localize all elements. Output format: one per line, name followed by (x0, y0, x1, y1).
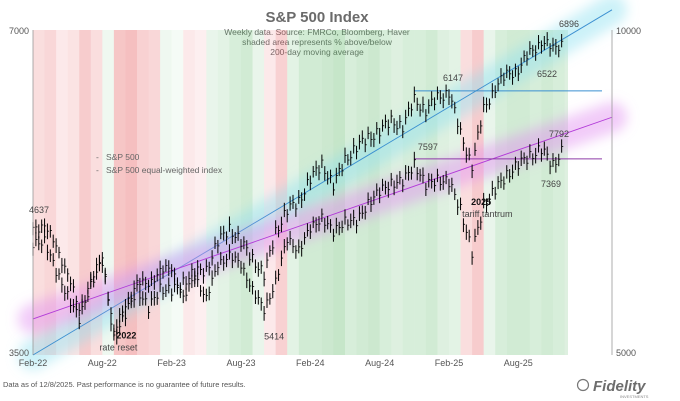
shade-band-37 (460, 30, 473, 355)
shade-band-6 (102, 30, 114, 355)
legend: - S&P 500 - S&P 500 equal-weighted index (96, 152, 223, 175)
chart-title: S&P 500 Index (265, 9, 369, 26)
annotation-6896: 6896 (559, 19, 579, 29)
shade-band-2 (56, 30, 68, 355)
trend-line-1 (32, 116, 613, 320)
x-tick-label-4: Feb-24 (296, 358, 325, 368)
shade-band-45 (552, 30, 565, 355)
shade-band-10 (148, 30, 161, 355)
shade-band-14 (194, 30, 207, 355)
chart-subtitle-line-2: shaded area represents % above/below (242, 37, 393, 47)
shade-band-3 (67, 30, 80, 355)
shade-band-0 (33, 30, 45, 355)
shade-band-4 (79, 30, 91, 355)
annotation-2022: 2022 (116, 330, 136, 340)
annotation-6147: 6147 (443, 73, 463, 83)
shade-band-8 (125, 30, 137, 355)
shade-band-9 (137, 30, 149, 355)
shade-band-13 (183, 30, 195, 355)
legend-entry-equal-weighted: S&P 500 equal-weighted index (106, 165, 223, 175)
footer-disclaimer: Data as of 12/8/2025. Past performance i… (3, 380, 246, 389)
shade-band-19 (252, 30, 265, 355)
annotation-7792: 7792 (549, 129, 569, 139)
x-tick-label-6: Feb-25 (435, 358, 464, 368)
shade-band-39 (483, 30, 496, 355)
annotation-2025: 2025 (471, 197, 491, 207)
fidelity-logo: Fidelity INVESTMENTS (576, 378, 649, 399)
annotation-6522: 6522 (537, 69, 557, 79)
y-left-tick-7000: 7000 (9, 26, 29, 36)
legend-dash-2: - (96, 165, 99, 175)
shade-band-40 (495, 30, 507, 355)
shade-band-12 (171, 30, 184, 355)
annotation-7597: 7597 (418, 142, 438, 152)
annotation-5414: 5414 (264, 332, 284, 342)
annotations: 6896 6522 6147 7792 7597 7369 4637 5414 2022 rate… (29, 19, 579, 352)
x-tick-label-5: Aug-24 (365, 358, 394, 368)
x-tick-label-7: Aug-25 (504, 358, 533, 368)
fidelity-logo-wordmark: Fidelity (593, 378, 646, 395)
shade-band-1 (44, 30, 57, 355)
shade-band-7 (113, 30, 126, 355)
fidelity-logo-tagline: INVESTMENTS (620, 394, 649, 399)
x-tick-label-2: Feb-23 (157, 358, 186, 368)
legend-entry-sp500: S&P 500 (106, 152, 140, 162)
shade-band-18 (240, 30, 253, 355)
shade-band-46 (564, 30, 568, 355)
annotation-tariff-tantrum: tariff tantrum (462, 209, 512, 219)
shade-band-15 (206, 30, 218, 355)
shade-band-38 (472, 30, 484, 355)
shade-band-35 (437, 30, 449, 355)
y-right-tick-10000: 10000 (616, 26, 641, 36)
x-tick-label-0: Feb-22 (19, 358, 48, 368)
shade-band-43 (529, 30, 542, 355)
chart-subtitle-line-3: 200-day moving average (270, 47, 364, 57)
annotation-4637: 4637 (29, 205, 49, 215)
annotation-7369: 7369 (541, 179, 561, 189)
shade-band-44 (541, 30, 553, 355)
y-left-tick-3500: 3500 (9, 348, 29, 358)
shade-band-16 (217, 30, 230, 355)
x-tick-label-1: Aug-22 (88, 358, 117, 368)
chart-subtitle-line-1: Weekly data. Source: FMRCo, Bloomberg, H… (224, 27, 410, 37)
x-tick-label-3: Aug-23 (226, 358, 255, 368)
shade-band-41 (506, 30, 519, 355)
y-right-tick-5000: 5000 (616, 348, 636, 358)
annotation-rate-reset: rate reset (99, 342, 138, 352)
shade-band-11 (160, 30, 172, 355)
shade-band-26 (333, 30, 345, 355)
shade-band-17 (229, 30, 241, 355)
shade-band-20 (264, 30, 276, 355)
shade-band-5 (90, 30, 103, 355)
fidelity-logo-globe-icon (576, 378, 590, 392)
legend-dash-1: - (96, 152, 99, 162)
shade-band-42 (518, 30, 530, 355)
x-axis-ticks: Feb-22 Aug-22 Feb-23 Aug-23 Feb-24 Aug-24 Feb-… (19, 358, 533, 368)
